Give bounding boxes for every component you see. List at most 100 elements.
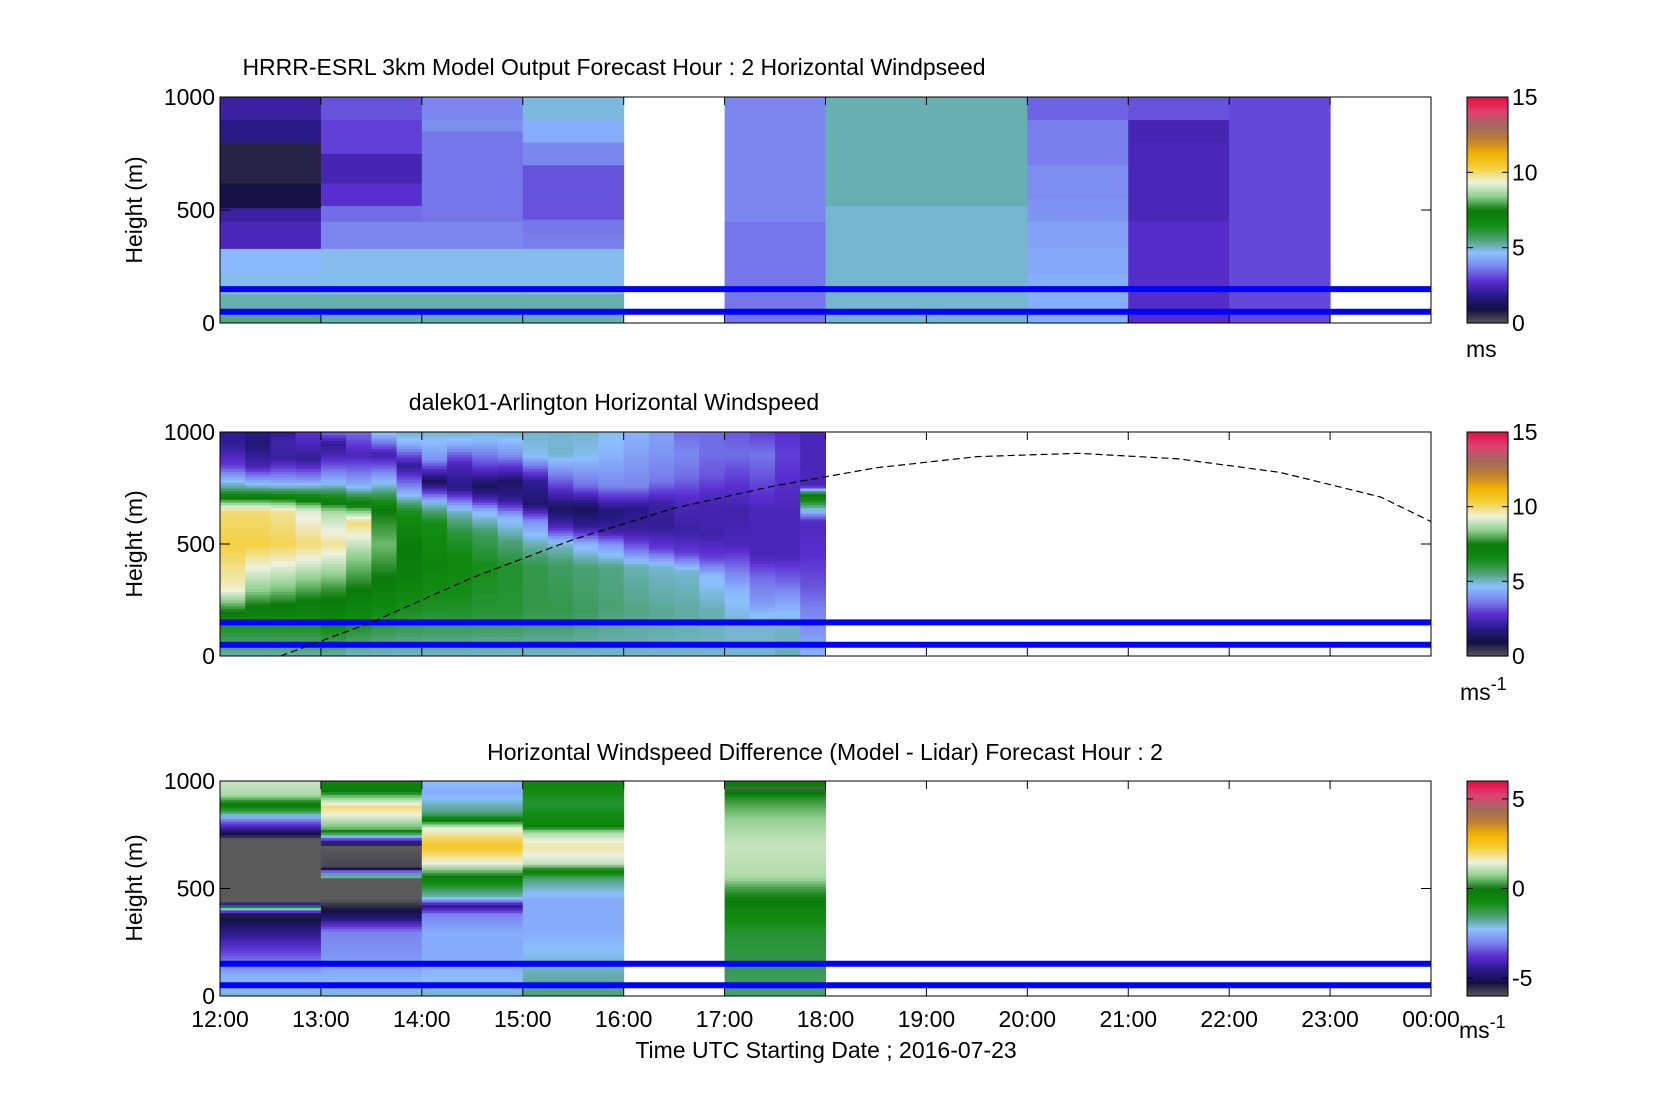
heatmap-cell bbox=[522, 805, 625, 809]
heatmap-cell bbox=[522, 555, 549, 559]
colorbar-swatch bbox=[1467, 108, 1508, 111]
heatmap-cell bbox=[270, 577, 297, 581]
heatmap-cell bbox=[447, 527, 473, 531]
heatmap-cell bbox=[472, 507, 499, 511]
heatmap-cell bbox=[320, 530, 347, 534]
panel3-height-markers bbox=[220, 960, 1431, 989]
heatmap-cell bbox=[623, 527, 650, 531]
heatmap-cell bbox=[699, 588, 726, 593]
heatmap-cell bbox=[220, 468, 246, 472]
heatmap-cell bbox=[421, 918, 524, 922]
heatmap-cell bbox=[346, 471, 372, 475]
colorbar-swatch bbox=[1467, 232, 1508, 236]
colorbar-swatch bbox=[1467, 527, 1508, 530]
heatmap-cell bbox=[295, 510, 322, 514]
heatmap-cell bbox=[497, 546, 524, 551]
heatmap-cell bbox=[320, 971, 423, 975]
heatmap-cell bbox=[724, 861, 826, 865]
heatmap-cell bbox=[749, 443, 776, 447]
heatmap-cell bbox=[472, 605, 499, 609]
heatmap-cell bbox=[573, 493, 599, 497]
heatmap-cell bbox=[547, 516, 574, 520]
heatmap-cell bbox=[295, 524, 322, 528]
heatmap-cell bbox=[547, 594, 574, 598]
colorbar-swatch bbox=[1467, 506, 1508, 510]
heatmap-cell bbox=[749, 608, 776, 612]
heatmap-cell bbox=[396, 513, 423, 517]
heatmap-cell bbox=[598, 569, 625, 573]
heatmap-cell bbox=[295, 580, 322, 584]
heatmap-cell bbox=[245, 474, 271, 478]
heatmap-cell bbox=[320, 875, 423, 879]
heatmap-cell bbox=[497, 647, 524, 651]
heatmap-cell bbox=[346, 541, 372, 545]
heatmap-cell bbox=[598, 611, 625, 615]
heatmap-cell bbox=[522, 901, 625, 906]
heatmap-cell bbox=[598, 516, 625, 520]
heatmap-cell bbox=[346, 577, 372, 581]
heatmap-cell bbox=[724, 786, 826, 790]
heatmap-cell bbox=[320, 569, 347, 573]
heatmap-cell bbox=[320, 293, 423, 324]
colorbar-swatch bbox=[1467, 646, 1508, 650]
heatmap-cell bbox=[295, 518, 322, 523]
heatmap-cell bbox=[472, 597, 499, 601]
heatmap-cell bbox=[497, 448, 524, 453]
panel1-colorbar-unit: ms bbox=[1466, 336, 1497, 362]
heatmap-cell bbox=[724, 794, 826, 798]
heatmap-cell bbox=[623, 546, 650, 551]
colorbar-swatch bbox=[1467, 275, 1508, 279]
heatmap-cell bbox=[245, 538, 271, 542]
heatmap-cell bbox=[346, 555, 372, 559]
heatmap-cell bbox=[295, 633, 322, 637]
heatmap-cell bbox=[396, 443, 423, 447]
colorbar-swatch bbox=[1467, 488, 1508, 491]
heatmap-cell bbox=[547, 602, 574, 607]
heatmap-cell bbox=[447, 479, 473, 483]
heatmap-cell bbox=[648, 611, 675, 615]
heatmap-cell bbox=[371, 448, 398, 453]
heatmap-cell bbox=[245, 602, 271, 607]
heatmap-cell bbox=[421, 574, 448, 579]
heatmap-cell bbox=[724, 569, 751, 573]
heatmap-cell bbox=[270, 586, 297, 590]
heatmap-cell bbox=[775, 454, 801, 458]
heatmap-cell bbox=[598, 616, 625, 621]
heatmap-cell bbox=[270, 535, 297, 539]
heatmap-cell bbox=[724, 563, 751, 567]
heatmap-cell bbox=[699, 496, 726, 500]
heatmap-cell bbox=[724, 993, 826, 997]
heatmap-cell bbox=[245, 460, 271, 464]
heatmap-cell bbox=[220, 979, 322, 984]
heatmap-cell bbox=[724, 611, 751, 615]
colorbar-swatch bbox=[1467, 313, 1508, 317]
heatmap-cell bbox=[825, 97, 927, 206]
heatmap-cell bbox=[800, 594, 826, 598]
heatmap-cell bbox=[522, 496, 549, 500]
heatmap-cell bbox=[472, 446, 499, 450]
heatmap-cell bbox=[245, 586, 271, 590]
heatmap-cell bbox=[346, 496, 372, 500]
heatmap-cell bbox=[648, 583, 675, 587]
heatmap-cell bbox=[674, 583, 700, 587]
colorbar-swatch bbox=[1467, 956, 1508, 959]
heatmap-cell bbox=[522, 829, 625, 833]
heatmap-cell bbox=[648, 566, 675, 570]
heatmap-cell bbox=[648, 602, 675, 607]
heatmap-cell bbox=[674, 647, 700, 651]
colorbar-swatch bbox=[1467, 798, 1508, 802]
heatmap-cell bbox=[648, 457, 675, 461]
heatmap-cell bbox=[245, 572, 271, 576]
heatmap-cell bbox=[320, 826, 423, 830]
heatmap-cell bbox=[724, 504, 751, 509]
heatmap-cell bbox=[800, 647, 826, 651]
heatmap-cell bbox=[623, 530, 650, 534]
colorbar-swatch bbox=[1467, 893, 1508, 897]
heatmap-cell bbox=[648, 524, 675, 528]
heatmap-cell bbox=[598, 496, 625, 500]
heatmap-cell bbox=[749, 493, 776, 497]
heatmap-cell bbox=[371, 538, 398, 542]
heatmap-cell bbox=[800, 446, 826, 450]
heatmap-cell bbox=[623, 454, 650, 458]
